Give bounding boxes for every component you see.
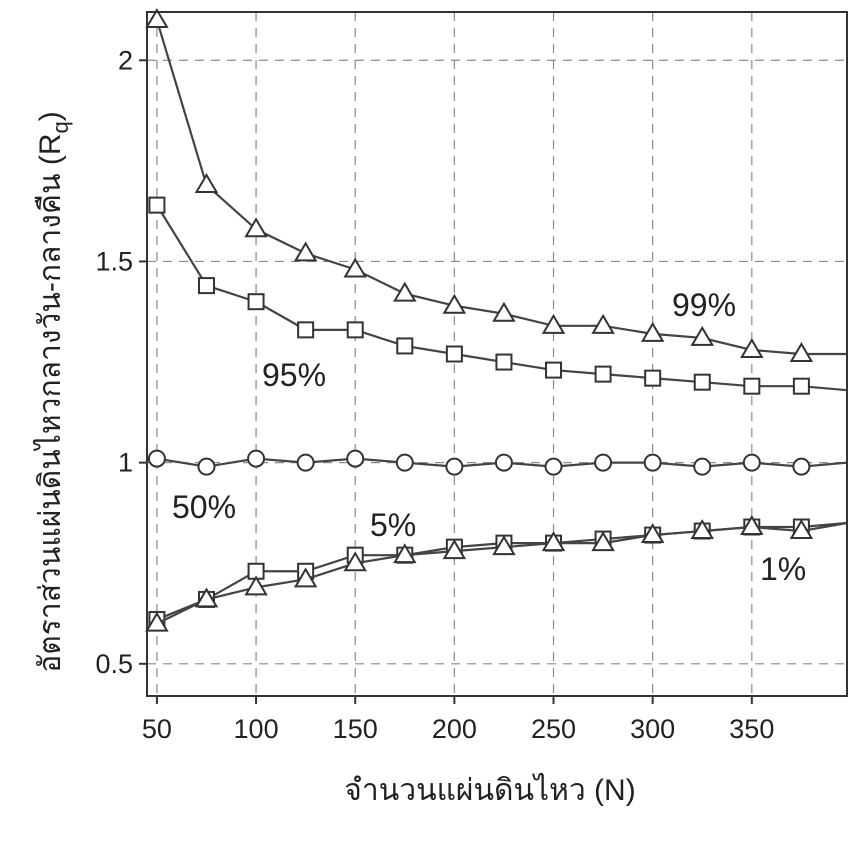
- triangle-marker: [789, 342, 814, 362]
- x-tick-label: 150: [333, 714, 378, 744]
- circle-marker: [544, 457, 563, 476]
- y-tick-label: 1.5: [95, 246, 133, 276]
- triangle-marker: [343, 257, 367, 278]
- triangle-marker: [343, 551, 367, 572]
- x-tick-label: 300: [630, 714, 675, 744]
- square-marker: [346, 321, 364, 339]
- triangle-marker: [789, 519, 814, 540]
- series-label-95: 95%: [262, 357, 326, 393]
- triangle-marker: [244, 217, 268, 238]
- series-2: [147, 449, 848, 476]
- triangle-marker: [293, 241, 318, 262]
- square-marker: [495, 353, 513, 371]
- triangle-marker: [244, 575, 268, 596]
- triangle-marker: [591, 531, 615, 552]
- triangle-marker: [740, 338, 764, 358]
- triangle-marker: [145, 8, 169, 29]
- triangle-marker: [442, 293, 467, 314]
- triangle-marker: [740, 515, 764, 536]
- circle-marker: [247, 449, 266, 468]
- y-tick-label: 0.5: [95, 649, 133, 679]
- series-label-5: 5%: [370, 507, 416, 543]
- square-marker: [148, 196, 166, 214]
- triangle-marker: [640, 523, 665, 544]
- square-marker: [396, 337, 414, 355]
- series-label-1: 1%: [760, 551, 806, 587]
- circle-marker: [643, 453, 662, 472]
- square-marker: [247, 293, 265, 311]
- triangle-marker: [492, 535, 516, 556]
- x-tick-label: 250: [531, 714, 576, 744]
- circle-marker: [693, 457, 712, 476]
- circle-marker: [395, 453, 414, 472]
- square-marker: [545, 361, 563, 379]
- triangle-marker: [690, 325, 714, 346]
- circle-marker: [296, 453, 315, 472]
- triangle-marker: [690, 519, 714, 540]
- x-tick-label: 50: [142, 714, 172, 744]
- axis-ticks: 50 100 150 200 250 300 350 0.5 1 1.5 2: [95, 45, 774, 744]
- circle-marker: [594, 453, 613, 472]
- square-marker: [297, 321, 315, 339]
- square-marker: [197, 277, 215, 295]
- series-label-layer: 99% 95% 50% 5% 1%: [172, 287, 806, 587]
- triangle-marker: [393, 281, 417, 302]
- triangle-marker: [541, 531, 566, 552]
- series-layer: [145, 8, 848, 632]
- series-3: [148, 518, 848, 629]
- x-tick-label: 350: [729, 714, 774, 744]
- triangle-marker: [145, 611, 169, 632]
- x-tick-label: 200: [432, 714, 477, 744]
- triangle-marker: [442, 539, 467, 560]
- y-tick-label: 2: [118, 45, 133, 75]
- triangle-marker: [393, 543, 417, 564]
- y-axis-title: อัตราส่วนแผ่นดินไหวกลางวัน-กลางคืน (Rq): [32, 111, 73, 673]
- triangle-marker: [492, 301, 516, 322]
- y-axis-title-main: อัตราส่วนแผ่นดินไหวกลางวัน-กลางคืน (R: [32, 134, 67, 673]
- triangle-marker: [194, 587, 219, 608]
- x-tick-label: 100: [234, 714, 279, 744]
- triangle-marker: [194, 173, 219, 194]
- y-axis-title-close: ): [34, 111, 67, 121]
- y-axis-title-subscript: q: [48, 121, 73, 133]
- series-0: [145, 8, 847, 362]
- plot-frame: [146, 11, 848, 697]
- circle-marker: [147, 449, 166, 468]
- series-4: [145, 515, 848, 632]
- square-marker: [445, 345, 463, 363]
- series-1: [148, 196, 848, 395]
- series-label-50: 50%: [172, 489, 236, 525]
- circle-marker: [445, 457, 464, 476]
- series-label-99: 99%: [672, 287, 736, 323]
- y-tick-label: 1: [118, 448, 133, 478]
- square-marker: [644, 369, 662, 387]
- square-marker: [792, 377, 810, 395]
- x-axis-title: จำนวนแผ่นดินไหว (N): [344, 772, 635, 807]
- square-marker: [743, 377, 761, 395]
- triangle-marker: [293, 567, 318, 588]
- circle-marker: [346, 449, 365, 468]
- circle-marker: [197, 457, 216, 476]
- circle-marker: [792, 457, 811, 476]
- circle-marker: [742, 453, 761, 472]
- triangle-marker: [640, 321, 665, 342]
- square-marker: [594, 365, 612, 383]
- square-marker: [693, 373, 711, 391]
- triangle-marker: [541, 313, 566, 334]
- triangle-marker: [591, 313, 615, 334]
- circle-marker: [494, 453, 513, 472]
